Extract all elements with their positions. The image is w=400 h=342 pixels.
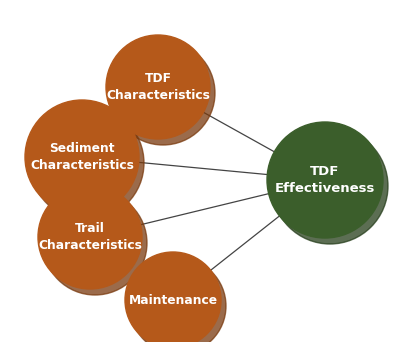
Text: Trail
Characteristics: Trail Characteristics xyxy=(38,222,142,252)
Text: Maintenance: Maintenance xyxy=(128,293,218,306)
Circle shape xyxy=(106,35,210,139)
Text: TDF
Characteristics: TDF Characteristics xyxy=(106,72,210,102)
Text: Sediment
Characteristics: Sediment Characteristics xyxy=(30,142,134,172)
Circle shape xyxy=(111,41,215,145)
Circle shape xyxy=(125,252,221,342)
Circle shape xyxy=(267,122,383,238)
Circle shape xyxy=(43,191,147,295)
Circle shape xyxy=(25,100,139,214)
Circle shape xyxy=(272,128,388,244)
Circle shape xyxy=(30,106,144,220)
Circle shape xyxy=(38,185,142,289)
Text: TDF
Effectiveness: TDF Effectiveness xyxy=(275,165,375,195)
Circle shape xyxy=(130,258,226,342)
